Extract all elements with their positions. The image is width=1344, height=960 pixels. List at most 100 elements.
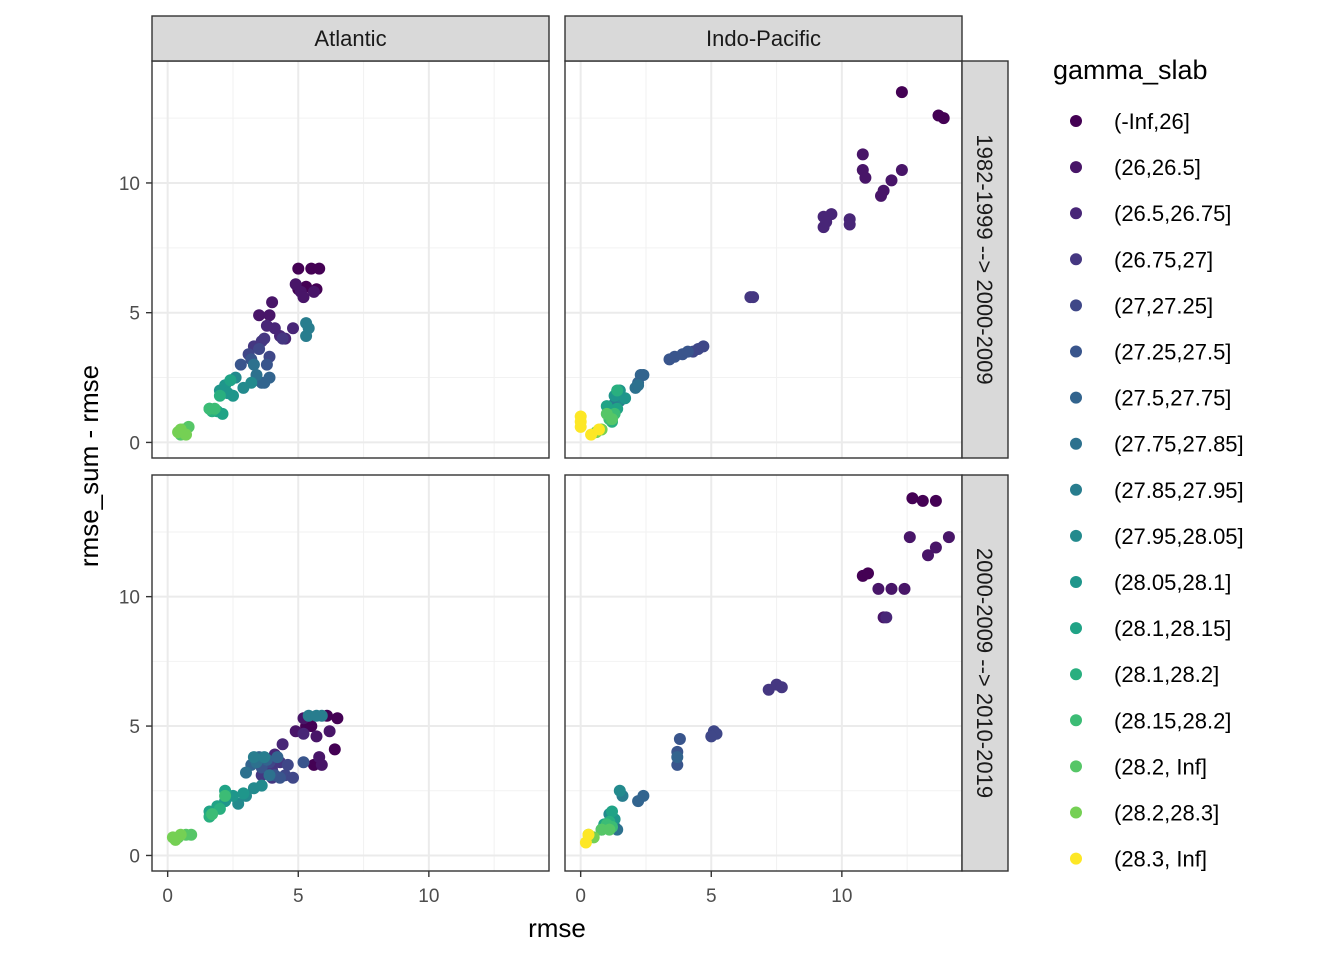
y-tick-label: 5 (129, 717, 140, 738)
data-point (208, 402, 221, 415)
data-point (932, 109, 945, 122)
panel-2 (564, 60, 963, 459)
data-point (632, 795, 645, 808)
data-point (705, 730, 718, 743)
data-point (219, 789, 232, 802)
legend-item: (28.05,28.1] (1070, 570, 1231, 595)
legend-item: (28.1,28.2] (1070, 662, 1219, 687)
legend-label: (28.2,28.3] (1114, 801, 1219, 826)
legend-key (1070, 437, 1082, 450)
data-point (942, 531, 955, 544)
data-point (673, 733, 686, 745)
data-point (166, 831, 179, 844)
legend-title: gamma_slab (1053, 55, 1208, 85)
data-point (258, 332, 271, 345)
data-point (302, 322, 315, 335)
panel-1 (151, 60, 550, 459)
data-point (213, 389, 226, 402)
data-point (255, 779, 268, 792)
data-point (671, 751, 684, 764)
data-point (313, 262, 326, 275)
data-point (611, 384, 624, 397)
legend-label: (28.05,28.1] (1114, 570, 1231, 595)
legend-key (1070, 253, 1082, 266)
legend-key (1070, 852, 1082, 865)
data-point (820, 215, 833, 228)
legend-label: (27.95,28.05] (1114, 524, 1244, 549)
data-point (174, 423, 187, 436)
data-point (632, 379, 645, 392)
legend-item: (27.25,27.5] (1070, 340, 1231, 365)
legend-label: (28.15,28.2] (1114, 708, 1231, 733)
data-point (247, 751, 260, 764)
strip-indo-pacific: Indo-Pacific (564, 15, 963, 62)
legend-item: (26,26.5] (1070, 155, 1201, 180)
data-point (287, 322, 299, 335)
legend-item: (27,27.25] (1070, 293, 1213, 318)
panel-background (152, 61, 549, 458)
legend-key (1070, 714, 1082, 727)
data-point (885, 174, 898, 187)
legend-label: (27.85,27.95] (1114, 478, 1244, 503)
y-tick-label: 0 (129, 433, 140, 454)
data-point (663, 353, 676, 366)
data-point (234, 358, 247, 371)
data-point (266, 296, 279, 309)
data-point (929, 541, 942, 554)
x-tick-label: 0 (162, 886, 173, 907)
data-point (606, 805, 618, 818)
strip-row-1: 1982-1999 --> 2000-2009 (961, 60, 1009, 459)
data-point (903, 531, 916, 544)
data-point (185, 828, 198, 841)
data-point (603, 823, 616, 836)
legend-key (1070, 391, 1082, 404)
data-point (260, 358, 273, 371)
y-tick-label: 0 (129, 846, 140, 867)
legend-key (1070, 576, 1082, 588)
legend-key (1070, 483, 1082, 496)
legend: gamma_slab (-Inf,26] (26,26.5] (26.5,26.75… (1053, 55, 1244, 872)
legend-item: (28.15,28.2] (1070, 708, 1231, 733)
legend-key (1070, 622, 1082, 635)
data-point (224, 374, 237, 387)
data-point (307, 285, 320, 298)
legend-label: (28.3, Inf] (1114, 847, 1207, 872)
legend-label: (26,26.5] (1114, 155, 1201, 180)
data-point (297, 727, 310, 740)
data-point (240, 766, 252, 779)
legend-item: (28.2,28.3] (1070, 801, 1219, 826)
legend-item: (26.5,26.75] (1070, 201, 1231, 226)
legend-item: (28.3, Inf] (1070, 847, 1207, 872)
legend-key (1070, 668, 1082, 681)
legend-key (1070, 161, 1082, 174)
legend-item: (-Inf,26] (1070, 109, 1190, 134)
data-point (859, 171, 872, 184)
legend-item: (27.95,28.05] (1070, 524, 1244, 549)
data-point (276, 738, 289, 751)
legend-key (1070, 529, 1082, 542)
data-point (263, 769, 276, 782)
data-point (305, 720, 318, 733)
data-point (315, 709, 328, 722)
data-point (574, 420, 587, 433)
panel-4 (564, 474, 963, 872)
y-tick-label: 10 (119, 174, 140, 195)
data-point (297, 756, 310, 769)
data-point (258, 751, 271, 764)
data-point (906, 492, 919, 505)
strip-label-atlantic: Atlantic (314, 26, 386, 51)
data-point (593, 423, 605, 436)
data-point (895, 164, 908, 176)
legend-label: (27,27.25] (1114, 293, 1213, 318)
data-point (247, 358, 260, 371)
data-point (898, 582, 911, 595)
legend-key (1070, 345, 1082, 358)
legend-key (1070, 760, 1082, 773)
data-point (872, 582, 885, 595)
y-axis-title: rmse_sum - rmse (74, 365, 104, 567)
data-point (895, 86, 908, 99)
data-point (315, 758, 328, 771)
data-point (206, 808, 219, 821)
strip-label-row-2: 2000-2009 --> 2010-2019 (972, 548, 997, 798)
data-point (606, 413, 618, 426)
